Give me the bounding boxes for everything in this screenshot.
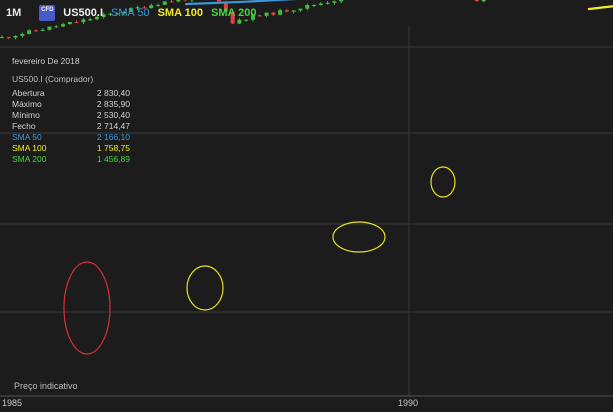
- sma50-indicator-label[interactable]: SMA 50: [111, 7, 150, 19]
- candle-body: [142, 7, 147, 9]
- annotation-ellipse: [332, 221, 386, 253]
- candle-body: [318, 3, 323, 5]
- candle-body: [332, 1, 337, 3]
- x-tick-label: 1985: [2, 398, 22, 408]
- candle-body: [101, 14, 106, 17]
- candle-body: [169, 1, 174, 3]
- timeframe-selector[interactable]: 1M: [6, 7, 22, 19]
- candle-body: [122, 12, 127, 14]
- candle-body: [244, 19, 249, 21]
- candle-body: [20, 33, 25, 36]
- candle-body: [230, 11, 235, 24]
- ohlc-legend: fevereiro De 2018 US500.I (Comprador) Ab…: [12, 56, 130, 165]
- legend-row-sma100: SMA 100 1 758,75: [12, 143, 130, 153]
- symbol-label[interactable]: US500.I: [63, 7, 104, 19]
- candle-body: [223, 1, 228, 12]
- candle-body: [481, 0, 486, 2]
- legend-date: fevereiro De 2018: [12, 56, 80, 66]
- candle-body: [0, 37, 4, 39]
- candle-body: [115, 13, 120, 15]
- chart-toolbar: 1M CFD US500.I SMA 50 SMA 100 SMA 200: [0, 0, 613, 26]
- indicative-price-note: Preço indicativo: [14, 381, 78, 391]
- candle-body: [135, 7, 140, 9]
- sma100-indicator-label[interactable]: SMA 100: [157, 7, 204, 19]
- candle-body: [74, 22, 79, 24]
- candle-body: [284, 10, 289, 12]
- candle-body: [33, 30, 38, 32]
- candle-body: [271, 12, 276, 15]
- candle-body: [278, 10, 283, 15]
- candle-body: [176, 0, 181, 2]
- candle-body: [47, 26, 52, 30]
- legend-row-open: Abertura 2 830,40: [12, 88, 130, 98]
- annotation-ellipse: [430, 166, 456, 198]
- candle-body: [474, 0, 479, 2]
- candle-body: [339, 0, 344, 2]
- candle-body: [40, 29, 45, 31]
- annotation-ellipse: [63, 261, 111, 355]
- candle-body: [128, 8, 133, 13]
- legend-row-sma200: SMA 200 1 456,89: [12, 154, 130, 164]
- legend-heading: US500.I (Comprador): [12, 74, 94, 84]
- candle-body: [325, 2, 330, 4]
- candle-body: [54, 26, 59, 28]
- cfd-icon: CFD: [39, 5, 56, 21]
- candle-body: [27, 30, 32, 34]
- candle-body: [61, 24, 66, 27]
- legend-row-high: Máximo 2 835,90: [12, 99, 130, 109]
- candle-body: [94, 16, 99, 20]
- candle-body: [13, 35, 18, 38]
- candle-body: [250, 15, 255, 20]
- candle-body: [162, 1, 167, 5]
- x-tick-label: 1990: [398, 398, 418, 408]
- annotation-ellipse: [186, 265, 224, 311]
- candle-body: [217, 0, 222, 2]
- candle-body: [67, 22, 72, 25]
- candle-body: [312, 4, 317, 6]
- candle-body: [6, 37, 11, 39]
- legend-row-sma50: SMA 50 2 166,10: [12, 132, 130, 142]
- chart-grid: [0, 26, 613, 397]
- legend-row-low: Mínimo 2 530,40: [12, 110, 130, 120]
- candle-body: [88, 19, 93, 21]
- candle-body: [156, 4, 161, 6]
- candlestick-series: [0, 0, 486, 40]
- candle-body: [149, 5, 154, 9]
- candle-body: [291, 10, 296, 12]
- candle-body: [298, 8, 303, 11]
- annotation-ellipses: [63, 166, 456, 355]
- candle-body: [257, 15, 262, 17]
- x-axis: 1985199019952000: [2, 398, 418, 408]
- candle-body: [264, 12, 269, 16]
- candle-body: [237, 19, 242, 24]
- candle-body: [108, 13, 113, 15]
- candle-body: [81, 19, 86, 23]
- legend-row-close: Fecho 2 714,47: [12, 121, 130, 131]
- sma200-indicator-label[interactable]: SMA 200: [211, 7, 257, 19]
- candle-body: [305, 5, 310, 9]
